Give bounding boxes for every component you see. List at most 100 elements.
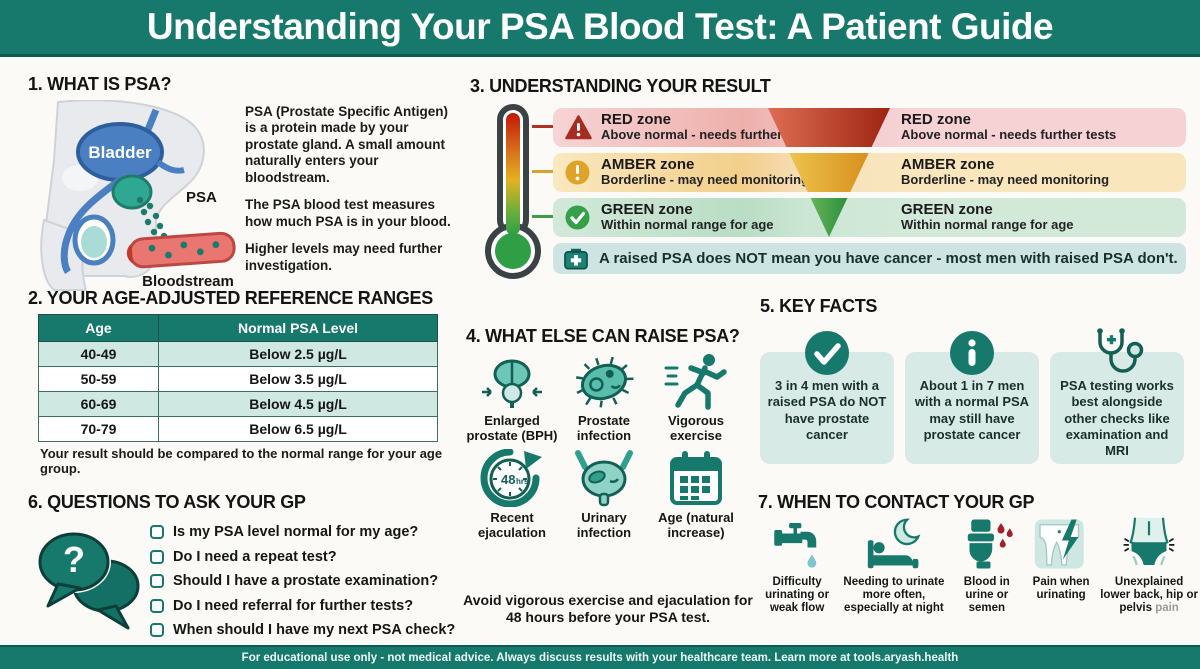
table-header-row: Age Normal PSA Level xyxy=(38,314,438,342)
cancer-note-text: A raised PSA does NOT mean you have canc… xyxy=(599,250,1178,267)
cancer-note-bar: A raised PSA does NOT mean you have canc… xyxy=(553,243,1186,274)
table-row: 50-59 Below 3.5 µg/L xyxy=(38,366,438,392)
first-aid-kit-icon xyxy=(564,248,588,270)
checkbox-icon xyxy=(150,549,164,564)
raise-item-enlarged-prostate: Enlarged prostate (BPH) xyxy=(466,352,558,443)
pelvis-lightning-icon xyxy=(1034,519,1084,569)
contact-item-back-pain: Unexplained lower back, hip or pelvis pa… xyxy=(1100,516,1198,616)
psa-label: PSA xyxy=(186,189,217,206)
section7-heading: 7. WHEN TO CONTACT YOUR GP xyxy=(758,492,1035,512)
check-badge-icon xyxy=(805,331,849,375)
svg-text:48: 48 xyxy=(501,472,515,487)
reference-ranges-table: Age Normal PSA Level 40-49 Below 2.5 µg/… xyxy=(38,314,438,442)
risk-funnel-triangle xyxy=(768,108,890,237)
page-title: Understanding Your PSA Blood Test: A Pat… xyxy=(146,6,1054,47)
lower-back-pain-icon xyxy=(1123,517,1175,566)
green-zone-text-right: GREEN zone Within normal range for age xyxy=(901,201,1074,233)
raise-item-urinary-infection: Urinary infection xyxy=(558,449,650,540)
checkbox-icon xyxy=(150,623,164,637)
contact-item-blood-urine: Blood in urine or semen xyxy=(952,516,1022,616)
svg-text:hrs: hrs xyxy=(516,477,529,486)
question-item: Do I need referral for further tests? xyxy=(150,598,455,614)
section-understanding-result: 3. UNDERSTANDING YOUR RESULT xyxy=(470,76,1190,286)
thermometer-icon xyxy=(485,104,541,279)
red-zone-text-right: RED zone Above normal - needs further te… xyxy=(901,111,1117,143)
raise-psa-grid: Enlarged prostate (BPH) xyxy=(466,352,742,540)
question-item: Do I need a repeat test? xyxy=(150,549,455,565)
section-reference-ranges: 2. YOUR AGE-ADJUSTED REFERENCE RANGES Ag… xyxy=(28,288,458,476)
avoid-note: Avoid vigorous exercise and ejaculation … xyxy=(463,592,753,625)
amber-zone-row: AMBER zone Borderline - may need monitor… xyxy=(553,153,1186,192)
column-header: Normal PSA Level xyxy=(158,314,438,342)
bacteria-icon xyxy=(576,356,634,408)
runner-icon xyxy=(664,354,727,410)
table-row: 60-69 Below 4.5 µg/L xyxy=(38,391,438,417)
table-row: 40-49 Below 2.5 µg/L xyxy=(38,341,438,367)
key-facts-cards: 3 in 4 men with a raised PSA do NOT have… xyxy=(760,328,1184,464)
question-speech-bubbles-icon: ? xyxy=(37,531,140,630)
bladder-infection-icon xyxy=(575,450,633,507)
bloodstream-label: Bloodstream xyxy=(142,273,234,290)
fact-card: 3 in 4 men with a raised PSA do NOT have… xyxy=(760,331,894,464)
question-item: When should I have my next PSA check? xyxy=(150,622,455,638)
amber-zone-text-right: AMBER zone Borderline - may need monitor… xyxy=(901,156,1110,188)
checkbox-icon xyxy=(150,574,164,588)
stethoscope-icon xyxy=(1097,328,1144,373)
paragraph: Higher levels may need further investiga… xyxy=(245,241,443,273)
red-zone-text: RED zone Above normal - needs further te… xyxy=(601,111,817,143)
checkbox-icon xyxy=(150,598,164,613)
paragraph: PSA (Prostate Specific Antigen) is a pro… xyxy=(245,104,449,185)
checkbox-icon xyxy=(150,525,164,539)
green-zone-row: GREEN zone Within normal range for age G… xyxy=(553,198,1186,237)
clock-48hrs-icon: 48 hrs xyxy=(480,449,542,508)
info-badge-icon xyxy=(950,331,994,375)
calendar-icon xyxy=(670,451,722,506)
page-footer: For educational use only - not medical a… xyxy=(0,645,1200,669)
footer-disclaimer: For educational use only - not medical a… xyxy=(241,652,959,664)
table-caption: Your result should be compared to the no… xyxy=(40,446,443,476)
section-contact-gp: 7. WHEN TO CONTACT YOUR GP Difficulty ur… xyxy=(758,492,1198,614)
page-header: Understanding Your PSA Blood Test: A Pat… xyxy=(0,0,1200,57)
question-item: Should I have a prostate examination? xyxy=(150,573,455,589)
anatomy-diagram: Bladder PSA Bloodstream xyxy=(40,100,236,291)
section-what-is-psa: 1. WHAT IS PSA? xyxy=(28,74,458,291)
red-connector-line xyxy=(532,125,553,128)
question-item: Is my PSA level normal for my age? xyxy=(150,524,455,540)
what-is-psa-text: PSA (Prostate Specific Antigen) is a pro… xyxy=(245,104,461,285)
section5-heading: 5. KEY FACTS xyxy=(760,296,878,316)
exclamation-circle-icon xyxy=(565,160,590,185)
section-key-facts: 5. KEY FACTS 3 in 4 men with a raised PS… xyxy=(760,296,1190,464)
section6-heading: 6. QUESTIONS TO ASK YOUR GP xyxy=(28,492,306,512)
raise-item-vigorous-exercise: Vigorous exercise xyxy=(650,352,742,443)
fact-card: About 1 in 7 men with a normal PSA may s… xyxy=(905,331,1039,464)
section4-heading: 4. WHAT ELSE CAN RAISE PSA? xyxy=(466,326,740,346)
toilet-blood-icon xyxy=(967,519,1013,569)
paragraph: The PSA blood test measures how much PSA… xyxy=(245,197,451,229)
contact-item-urinate-night: Needing to urinate more often, especiall… xyxy=(836,516,951,616)
section-questions-gp: 6. QUESTIONS TO ASK YOUR GP ? Is my PSA … xyxy=(28,492,458,638)
section2-heading: 2. YOUR AGE-ADJUSTED REFERENCE RANGES xyxy=(28,288,433,308)
contact-item-pain-urinating: Pain when urinating xyxy=(1022,516,1100,616)
amber-zone-text: AMBER zone Borderline - may need monitor… xyxy=(601,156,810,188)
section3-heading: 3. UNDERSTANDING YOUR RESULT xyxy=(470,76,771,96)
question-list: Is my PSA level normal for my age? Do I … xyxy=(150,524,455,647)
section-raise-psa: 4. WHAT ELSE CAN RAISE PSA? Enlarged pro… xyxy=(463,326,756,625)
amber-connector-line xyxy=(532,170,553,173)
raise-item-recent-ejaculation: 48 hrs Recent ejaculation xyxy=(466,449,558,540)
bed-moon-icon xyxy=(867,518,921,569)
svg-text:?: ? xyxy=(63,539,85,580)
contact-item-weak-flow: Difficulty urinating or weak flow xyxy=(758,516,836,616)
table-row: 70-79 Below 6.5 µg/L xyxy=(38,416,438,442)
fact-card: PSA testing works best alongside other c… xyxy=(1050,328,1184,464)
contact-gp-items: Difficulty urinating or weak flow Needin… xyxy=(758,516,1198,616)
green-connector-line xyxy=(532,215,553,218)
bladder-label: Bladder xyxy=(88,143,152,162)
check-circle-icon xyxy=(565,205,590,230)
warning-triangle-icon xyxy=(565,115,592,140)
column-header: Age xyxy=(38,314,159,342)
muted-word: pain xyxy=(1155,602,1179,615)
raise-item-age: Age (natural increase) xyxy=(650,449,742,540)
raise-item-prostate-infection: Prostate infection xyxy=(558,352,650,443)
green-zone-text: GREEN zone Within normal range for age xyxy=(601,201,774,233)
